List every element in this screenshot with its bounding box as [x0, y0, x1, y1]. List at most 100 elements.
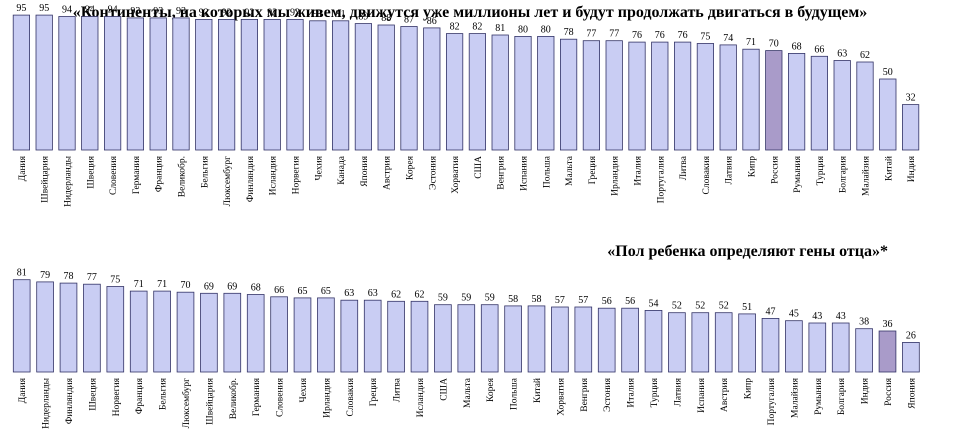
- category-label: Греция: [369, 377, 379, 406]
- category-label: Франция: [155, 155, 165, 192]
- bar-3: [58, 16, 76, 151]
- category-label: Испания: [520, 155, 530, 191]
- data-label: 58: [508, 294, 518, 305]
- category-label: Латвия: [673, 377, 683, 406]
- data-label: 59: [438, 293, 448, 304]
- category-label: Франция: [135, 377, 145, 414]
- bar-37: [855, 328, 873, 373]
- category-label: Словакия: [702, 155, 712, 194]
- bar-34: [765, 50, 783, 151]
- bar-30: [674, 41, 692, 151]
- bar-21: [480, 304, 499, 373]
- category-label: Эстония: [428, 155, 438, 189]
- category-label: Хорватия: [451, 155, 461, 193]
- data-label: 80: [541, 24, 551, 35]
- data-label: 69: [204, 281, 214, 292]
- category-label: Нидерланды: [64, 155, 74, 206]
- bar-31: [696, 43, 715, 151]
- category-label: Швейцария: [204, 377, 215, 424]
- category-label: Великобр.: [177, 156, 188, 197]
- data-label: 89: [358, 12, 368, 23]
- data-label: 93: [176, 6, 186, 17]
- bar-27: [605, 40, 623, 151]
- category-label: Германия: [132, 155, 142, 194]
- bar-26: [582, 40, 601, 151]
- chart-sex-genes: «Пол ребенка определяют гены отца»* 81 Да…: [12, 243, 920, 429]
- data-label: 71: [157, 279, 167, 290]
- category-label: Польша: [542, 155, 552, 188]
- data-label: 32: [906, 93, 916, 104]
- bar-37: [833, 60, 851, 151]
- data-label: 75: [700, 32, 710, 43]
- bar-8: [172, 17, 190, 151]
- data-label: 62: [860, 50, 870, 61]
- bar-25: [560, 38, 578, 151]
- bar-36: [831, 322, 850, 373]
- data-label: 56: [625, 296, 635, 307]
- data-label: 77: [87, 272, 97, 283]
- data-label: 70: [181, 280, 191, 291]
- data-label: 88: [381, 13, 391, 24]
- bar-23: [527, 305, 546, 373]
- category-label: Австрия: [720, 377, 730, 412]
- category-label: Китай: [532, 378, 543, 403]
- bar-4: [81, 16, 99, 151]
- category-label: Ирландия: [322, 377, 332, 417]
- category-label: Греция: [588, 155, 598, 184]
- bar-17: [387, 300, 405, 373]
- category-label: Словения: [276, 377, 286, 417]
- data-label: 78: [564, 27, 574, 38]
- data-label: 57: [555, 295, 565, 306]
- data-label: 36: [883, 319, 893, 330]
- category-label: Япония: [360, 155, 370, 186]
- category-label: Кипр: [744, 378, 754, 400]
- category-label: США: [439, 378, 449, 401]
- data-label: 63: [837, 49, 847, 60]
- bar-15: [331, 20, 350, 151]
- bar-29: [668, 312, 686, 373]
- bar-2: [36, 281, 54, 373]
- bar-10: [223, 292, 242, 373]
- bar-33: [761, 318, 780, 373]
- category-label: Швейцария: [40, 155, 51, 202]
- category-label: Норвегия: [292, 155, 302, 194]
- data-label: 79: [40, 270, 50, 281]
- chart-title: «Пол ребенка определяют гены отца»*: [607, 243, 888, 260]
- category-label: Болгария: [837, 377, 847, 415]
- category-label: Германия: [252, 377, 262, 416]
- data-label: 62: [415, 289, 425, 300]
- category-label: Корея: [486, 377, 496, 402]
- data-label: 47: [766, 306, 776, 317]
- bar-7: [149, 17, 167, 151]
- data-label: 65: [321, 286, 331, 297]
- data-label: 95: [16, 3, 26, 14]
- data-label: 94: [62, 5, 72, 16]
- category-label: Словения: [109, 155, 119, 195]
- category-label: Болгария: [839, 155, 849, 193]
- bar-20: [445, 33, 464, 151]
- bar-24: [551, 306, 569, 373]
- data-label: 87: [404, 15, 414, 26]
- category-label: Латвия: [725, 155, 735, 184]
- data-label: 63: [344, 288, 354, 299]
- data-label: 26: [906, 330, 916, 341]
- bar-39: [879, 78, 897, 151]
- bar-24: [537, 36, 555, 151]
- category-label: Великобр.: [228, 378, 239, 419]
- category-label: Венгрия: [497, 155, 507, 189]
- bar-23: [514, 36, 532, 151]
- bar-35: [808, 322, 827, 373]
- category-label: Дания: [18, 155, 28, 181]
- category-label: Чехия: [314, 155, 324, 180]
- category-label: Люксембург: [181, 378, 192, 428]
- bar-4: [83, 283, 101, 373]
- category-label: Словакия: [346, 377, 356, 416]
- category-label: Бельгия: [200, 155, 210, 188]
- bar-5: [104, 16, 122, 151]
- data-label: 94: [85, 5, 95, 16]
- bar-15: [340, 299, 359, 373]
- category-label: Дания: [18, 377, 28, 403]
- data-label: 50: [883, 67, 893, 78]
- bar-9: [200, 292, 218, 373]
- category-label: Норвегия: [112, 377, 122, 416]
